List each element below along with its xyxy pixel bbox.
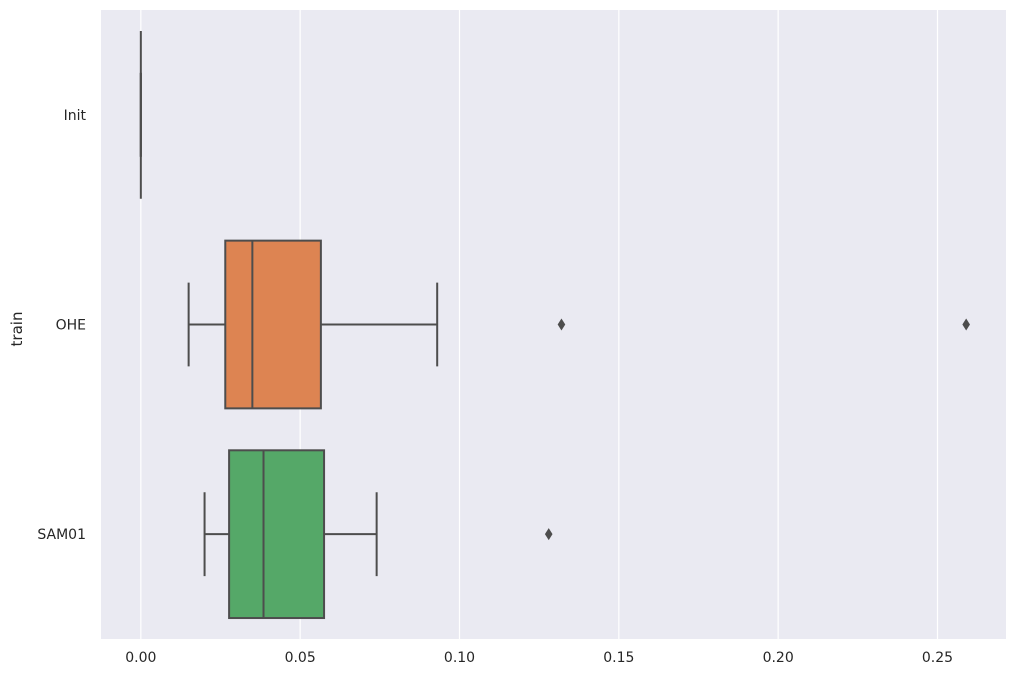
y-tick-label: OHE	[56, 318, 86, 334]
y-tick-label: Init	[64, 108, 87, 124]
x-tick-labels: 0.00 0.05 0.10 0.15 0.20 0.25	[125, 650, 953, 666]
iqr-box	[224, 239, 322, 410]
box-sam01	[203, 449, 553, 620]
x-tick-label: 0.20	[763, 650, 794, 666]
x-tick-label: 0.25	[922, 650, 953, 666]
y-axis-label: train	[8, 312, 26, 347]
x-tick-label: 0.15	[603, 650, 634, 666]
y-tick-label: SAM01	[37, 527, 86, 543]
outlier-point	[544, 528, 553, 541]
outlier-point	[962, 318, 970, 331]
x-tick-label: 0.00	[125, 650, 156, 666]
box-ohe	[187, 239, 970, 410]
y-tick-labels: Init OHE SAM01	[37, 108, 86, 543]
x-tick-label: 0.05	[285, 650, 316, 666]
outlier-point	[557, 318, 566, 331]
x-tick-label: 0.10	[444, 650, 475, 666]
iqr-box	[228, 449, 326, 620]
boxes	[139, 30, 970, 620]
